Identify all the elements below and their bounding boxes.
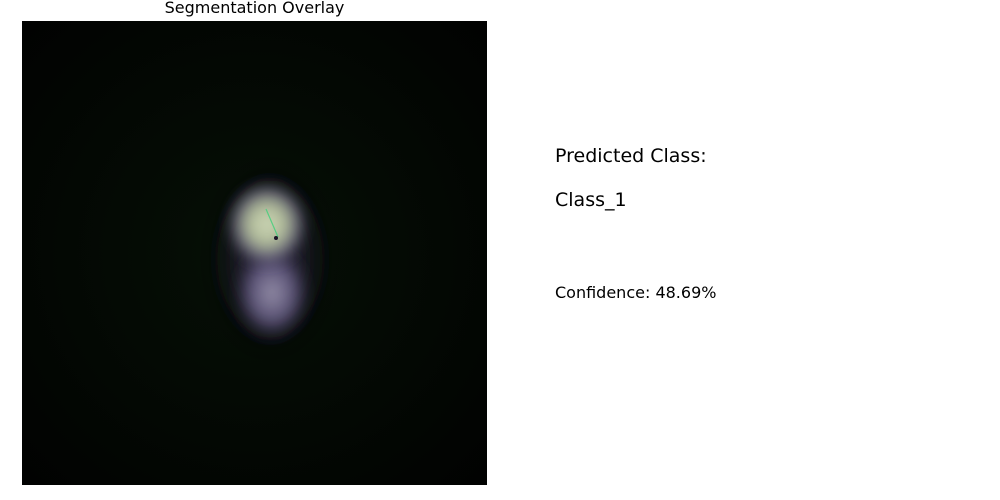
cell-nucleus-dot: [274, 236, 278, 240]
panel-title: Segmentation Overlay: [164, 0, 345, 17]
overlay-image-svg: [22, 21, 487, 485]
cell-head: [225, 182, 309, 270]
cell-tail: [232, 243, 312, 343]
predicted-class-heading: Predicted Class:: [555, 145, 707, 167]
overlay-line: [265, 208, 279, 238]
cell-blob: [208, 159, 332, 359]
segmentation-overlay-image: [22, 21, 487, 485]
confidence-value: Confidence: 48.69%: [555, 283, 717, 302]
predicted-class-value: Class_1: [555, 189, 627, 211]
